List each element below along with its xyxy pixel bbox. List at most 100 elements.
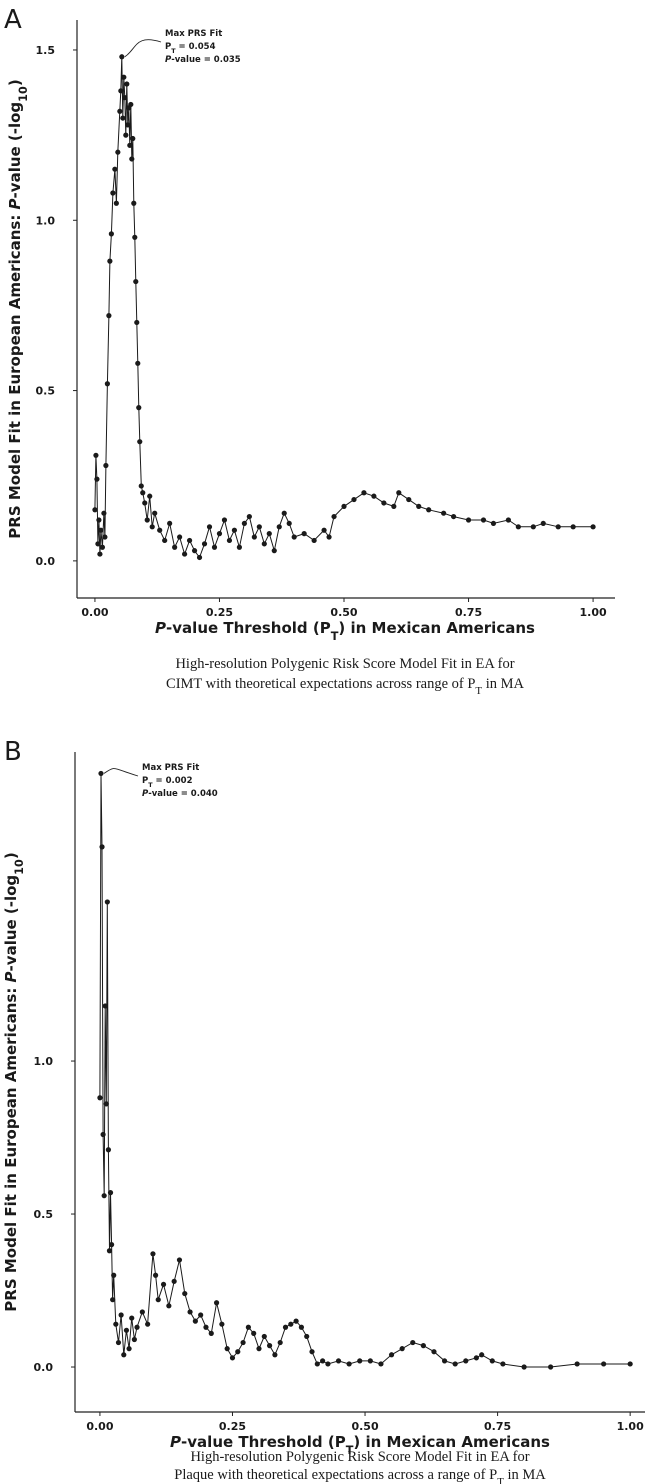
text-segment: PRS Model Fit in European Americans: [2,982,20,1311]
data-point [213,1300,220,1306]
x-tick-label: 0.25 [219,1420,246,1433]
data-point [115,1339,122,1346]
text-segment: T [497,1476,504,1484]
data-point [192,1318,198,1324]
annotation-line: P-value = 0.040 [142,789,218,799]
data-point [103,462,109,469]
data-point [266,1343,273,1349]
data-point [480,517,487,523]
data-point [271,548,277,554]
data-point [186,537,193,544]
data-point [138,483,144,489]
data-point [113,1321,119,1327]
data-point [416,503,422,509]
annotation-line: PT = 0.002 [142,776,193,789]
data-line [99,773,631,1368]
text-segment: ) in Mexican Americans [353,1433,550,1451]
data-point [98,527,104,533]
data-point [381,500,387,506]
data-point [256,524,262,530]
data-point [136,405,142,411]
annotation-line: Max PRS Fit [165,29,222,39]
data-point [152,1272,159,1278]
x-tick-label: 0.25 [206,606,233,619]
data-point [112,166,118,172]
data-point [106,1248,113,1254]
text-segment: -value = 0.035 [171,55,241,65]
y-tick-label: 0.0 [36,555,56,568]
data-point [123,132,129,138]
text-segment: High-resolution Polygenic Risk Score Mod… [175,656,514,672]
data-point [420,1343,426,1349]
data-point [235,1349,241,1355]
data-point [240,1339,246,1346]
data-point [335,1358,342,1364]
data-point [147,493,153,499]
text-segment: PRS Model Fit in European Americans: [6,209,24,538]
text-segment: P [142,789,149,799]
data-point [106,313,112,319]
data-point [293,1318,299,1324]
data-point [206,524,213,530]
data-point [309,1349,315,1355]
data-point [108,1242,115,1248]
data-point [101,1193,107,1199]
data-point [191,548,198,554]
data-point [216,531,223,537]
x-tick-label: 0.75 [455,606,482,619]
data-point [277,1339,283,1346]
data-point [111,1272,117,1278]
data-point [321,527,327,533]
data-point [145,1321,151,1327]
text-segment: ) [2,852,20,859]
data-point [351,496,357,503]
data-point [341,503,347,509]
data-point [208,1330,214,1336]
y-tick-label: 1.0 [34,1055,54,1068]
text-segment: P [6,198,24,209]
data-point [331,513,337,520]
data-point [241,520,247,527]
y-axis-label: PRS Model Fit in European Americans: P-v… [6,79,30,538]
y-axis-label: PRS Model Fit in European Americans: P-v… [2,852,26,1311]
data-point [100,1131,106,1138]
y-tick-label: 0.0 [34,1361,54,1374]
data-point [142,500,148,506]
data-point [102,1003,108,1009]
data-point [399,1346,405,1352]
data-point [132,234,138,240]
text-segment: P [170,1433,181,1451]
data-point [490,520,497,527]
data-point [221,517,228,523]
data-point [229,1355,236,1361]
data-point [261,541,267,547]
data-point [367,1358,373,1364]
data-point [505,517,511,523]
data-point [121,74,127,80]
caption-line: CIMT with theoretical expectations acros… [166,676,524,697]
text-segment: = 0.002 [153,776,193,786]
data-point [171,1278,177,1284]
caption-line: Plaque with theoretical expectations acr… [174,1467,546,1484]
text-segment: = 0.054 [176,42,216,52]
data-point [226,537,233,544]
annotation-line: Max PRS Fit [142,763,199,773]
data-point [122,95,128,101]
data-point [272,1352,278,1358]
data-point [93,452,99,458]
data-point [121,1352,127,1358]
data-point [388,1352,395,1358]
data-point [144,517,150,523]
data-point [326,534,332,540]
caption-line: High-resolution Polygenic Risk Score Mod… [175,656,514,672]
data-point [129,156,135,162]
data-point [124,81,130,87]
data-point [134,319,140,326]
data-point [95,541,101,547]
data-point [135,360,141,366]
data-point [515,524,521,530]
data-point [113,200,119,206]
data-point [102,534,108,540]
data-point [282,1324,289,1330]
data-point [291,534,297,540]
